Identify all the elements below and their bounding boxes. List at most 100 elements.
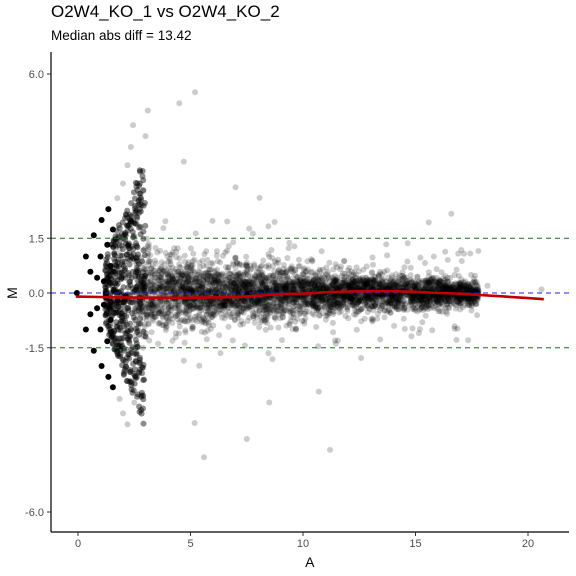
scatter-point <box>97 253 104 260</box>
scatter-point <box>334 299 341 306</box>
scatter-point <box>136 197 142 203</box>
scatter-point <box>130 122 137 129</box>
scatter-point <box>359 284 366 291</box>
scatter-point <box>387 299 394 306</box>
scatter-point <box>292 266 299 273</box>
scatter-point <box>279 337 285 344</box>
scatter-point <box>122 268 129 275</box>
scatter-point <box>321 274 328 281</box>
scatter-point <box>380 293 387 300</box>
scatter-point <box>136 408 143 415</box>
scatter-point <box>301 320 308 327</box>
scatter-point <box>439 294 446 301</box>
scatter-point <box>202 307 209 314</box>
scatter-point <box>290 314 297 321</box>
scatter-point <box>218 298 225 305</box>
scatter-point <box>124 222 131 229</box>
scatter-point <box>222 310 229 317</box>
scatter-point <box>264 305 271 312</box>
scatter-point <box>346 264 353 271</box>
scatter-point <box>180 158 187 165</box>
scatter-point <box>204 279 211 286</box>
scatter-point <box>107 317 114 323</box>
scatter-point <box>248 284 255 291</box>
scatter-point <box>229 296 236 303</box>
scatter-point <box>191 420 198 426</box>
scatter-point <box>308 302 315 309</box>
scatter-point <box>165 304 172 311</box>
scatter-point <box>457 285 464 292</box>
scatter-point <box>203 317 209 324</box>
scatter-point <box>455 272 462 279</box>
scatter-point <box>172 279 179 285</box>
scatter-point <box>368 296 375 303</box>
scatter-point <box>435 285 442 292</box>
scatter-point <box>134 267 141 274</box>
scatter-point <box>172 297 179 304</box>
scatter-point <box>377 300 384 307</box>
scatter-point <box>365 298 372 305</box>
scatter-point <box>401 307 408 313</box>
scatter-point <box>392 281 399 288</box>
scatter-point <box>472 280 479 287</box>
scatter-point <box>458 258 465 264</box>
scatter-point <box>144 107 151 114</box>
scatter-point <box>386 307 393 314</box>
scatter-point <box>166 282 173 289</box>
scatter-point <box>315 280 322 287</box>
scatter-point <box>115 326 122 333</box>
scatter-point <box>373 297 380 304</box>
scatter-point <box>130 189 137 196</box>
scatter-point <box>395 278 402 285</box>
scatter-point <box>256 307 263 314</box>
scatter-point <box>333 283 340 290</box>
scatter-point <box>301 295 308 302</box>
scatter-point <box>405 283 412 290</box>
scatter-point <box>240 298 247 305</box>
scatter-point <box>199 257 206 264</box>
scatter-point <box>442 297 449 304</box>
scatter-point <box>346 282 353 289</box>
scatter-point <box>351 269 358 276</box>
scatter-point <box>439 283 446 290</box>
scatter-point <box>453 294 460 301</box>
scatter-point <box>159 269 166 276</box>
scatter-point <box>390 296 397 303</box>
x-tick-label: 5 <box>187 538 193 550</box>
scatter-point <box>117 339 124 346</box>
scatter-point <box>409 296 416 303</box>
scatter-point <box>302 310 309 317</box>
scatter-point <box>334 299 341 306</box>
scatter-point <box>140 303 147 310</box>
scatter-point <box>147 282 154 289</box>
scatter-point <box>341 257 348 264</box>
scatter-point <box>280 284 287 290</box>
scatter-point <box>463 296 470 303</box>
scatter-point <box>421 285 428 292</box>
scatter-point <box>166 256 173 263</box>
scatter-point <box>105 373 112 380</box>
scatter-point <box>409 325 416 332</box>
scatter-point <box>326 259 333 266</box>
scatter-point <box>361 280 368 287</box>
scatter-point <box>321 285 328 292</box>
scatter-point <box>355 285 362 292</box>
scatter-point <box>225 243 232 250</box>
scatter-point <box>297 282 304 289</box>
scatter-point <box>343 292 350 299</box>
scatter-point <box>447 274 454 281</box>
scatter-point <box>283 294 290 301</box>
scatter-point <box>327 307 334 314</box>
scatter-point <box>254 296 261 303</box>
scatter-point <box>246 225 253 232</box>
scatter-point <box>457 279 464 286</box>
scatter-point <box>301 278 308 285</box>
scatter-point <box>262 288 269 295</box>
scatter-point <box>285 296 292 303</box>
scatter-point <box>407 282 414 289</box>
scatter-point <box>327 302 334 309</box>
scatter-point <box>332 340 339 347</box>
scatter-point <box>189 276 196 283</box>
scatter-point <box>433 282 439 289</box>
